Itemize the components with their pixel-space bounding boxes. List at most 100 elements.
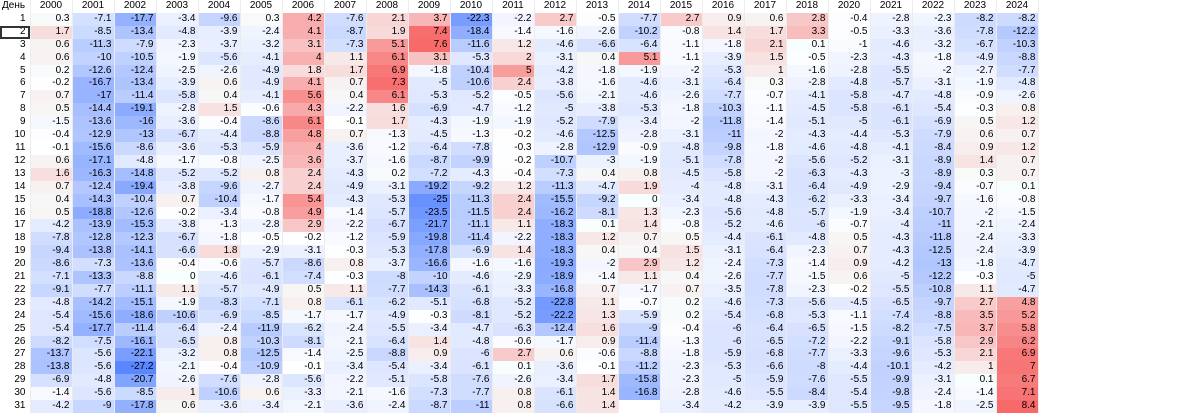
- value-cell[interactable]: -10.9: [240, 361, 283, 375]
- value-cell[interactable]: -8.4: [912, 141, 955, 155]
- value-cell[interactable]: -2.3: [156, 38, 199, 52]
- value-cell[interactable]: [618, 400, 661, 413]
- value-cell[interactable]: -1.3: [660, 335, 703, 349]
- value-cell[interactable]: -2.1: [954, 219, 997, 233]
- value-cell[interactable]: -7.8: [30, 232, 73, 246]
- value-cell[interactable]: 0.9: [576, 335, 619, 349]
- value-cell[interactable]: 2.9: [618, 258, 661, 272]
- value-cell[interactable]: -11.5: [450, 206, 493, 220]
- value-cell[interactable]: -0.1: [282, 361, 325, 375]
- value-cell[interactable]: -10.2: [618, 25, 661, 39]
- value-cell[interactable]: -3.9: [198, 25, 241, 39]
- value-cell[interactable]: -3.8: [534, 77, 577, 91]
- value-cell[interactable]: -3.1: [366, 180, 409, 194]
- value-cell[interactable]: -9.6: [198, 12, 241, 26]
- value-cell[interactable]: -6.9: [198, 309, 241, 323]
- value-cell[interactable]: -5.1: [660, 154, 703, 168]
- value-cell[interactable]: 0.7: [996, 154, 1039, 168]
- value-cell[interactable]: -4.8: [156, 25, 199, 39]
- value-cell[interactable]: -16.3: [72, 167, 115, 181]
- value-cell[interactable]: 0.5: [30, 103, 73, 117]
- value-cell[interactable]: -3.4: [534, 374, 577, 388]
- value-cell[interactable]: 0.9: [408, 348, 451, 362]
- value-cell[interactable]: -14.3: [72, 193, 115, 207]
- value-cell[interactable]: -4.2: [30, 400, 73, 413]
- value-cell[interactable]: -0.7: [618, 296, 661, 310]
- value-cell[interactable]: -5.7: [198, 283, 241, 297]
- value-cell[interactable]: -12.5: [576, 129, 619, 142]
- value-cell[interactable]: -13.7: [30, 348, 73, 362]
- value-cell[interactable]: 4.1: [282, 77, 325, 91]
- value-cell[interactable]: -4.8: [702, 193, 745, 207]
- value-cell[interactable]: -2.3: [786, 283, 829, 297]
- value-cell[interactable]: -1.2: [324, 232, 367, 246]
- value-cell[interactable]: -13.6: [114, 258, 157, 272]
- value-cell[interactable]: -7.3: [534, 167, 577, 181]
- value-cell[interactable]: -2.5: [240, 154, 283, 168]
- value-cell[interactable]: -1.7: [618, 283, 661, 297]
- value-cell[interactable]: -8.8: [114, 271, 157, 284]
- value-cell[interactable]: -0.3: [492, 141, 535, 155]
- value-cell[interactable]: -18.8: [72, 206, 115, 220]
- value-cell[interactable]: -5.2: [828, 154, 871, 168]
- value-cell[interactable]: -1.4: [744, 116, 787, 130]
- value-cell[interactable]: -5.9: [744, 374, 787, 388]
- value-cell[interactable]: -8.9: [912, 167, 955, 181]
- value-cell[interactable]: 0.4: [198, 90, 241, 104]
- value-cell[interactable]: -13.4: [114, 25, 157, 39]
- value-cell[interactable]: -1.2: [366, 141, 409, 155]
- value-cell[interactable]: -2.7: [954, 64, 997, 78]
- value-cell[interactable]: -7.7: [786, 348, 829, 362]
- value-cell[interactable]: 1: [156, 387, 199, 401]
- value-cell[interactable]: 1.1: [156, 283, 199, 297]
- value-cell[interactable]: -6.7: [156, 129, 199, 142]
- value-cell[interactable]: -6.4: [702, 77, 745, 91]
- value-cell[interactable]: 0.1: [954, 374, 997, 388]
- value-cell[interactable]: 0.7: [576, 283, 619, 297]
- year-header[interactable]: 2021: [870, 0, 913, 13]
- value-cell[interactable]: -6.5: [744, 335, 787, 349]
- value-cell[interactable]: 1.4: [576, 400, 619, 413]
- value-cell[interactable]: -3.9: [702, 51, 745, 65]
- value-cell[interactable]: -1.9: [618, 64, 661, 78]
- value-cell[interactable]: 4.8: [282, 129, 325, 142]
- day-label[interactable]: 22: [0, 283, 31, 297]
- value-cell[interactable]: -2.6: [492, 374, 535, 388]
- value-cell[interactable]: -6.5: [786, 322, 829, 336]
- value-cell[interactable]: -4.9: [240, 283, 283, 297]
- value-cell[interactable]: -17.8: [408, 245, 451, 259]
- value-cell[interactable]: -12.9: [576, 141, 619, 155]
- value-cell[interactable]: -3: [576, 154, 619, 168]
- value-cell[interactable]: -4.2: [912, 361, 955, 375]
- value-cell[interactable]: 0.7: [660, 283, 703, 297]
- value-cell[interactable]: -2.3: [786, 245, 829, 259]
- value-cell[interactable]: -7.3: [324, 38, 367, 52]
- day-label[interactable]: 19: [0, 245, 31, 259]
- value-cell[interactable]: 0.1: [786, 38, 829, 52]
- value-cell[interactable]: -10.4: [198, 193, 241, 207]
- value-cell[interactable]: -7.2: [408, 167, 451, 181]
- value-cell[interactable]: -11.4: [618, 335, 661, 349]
- value-cell[interactable]: 4: [282, 51, 325, 65]
- value-cell[interactable]: 0.4: [576, 51, 619, 65]
- value-cell[interactable]: -6.1: [744, 232, 787, 246]
- value-cell[interactable]: 7.4: [408, 25, 451, 39]
- value-cell[interactable]: -4.8: [114, 154, 157, 168]
- value-cell[interactable]: 5.1: [618, 51, 661, 65]
- value-cell[interactable]: -5.8: [408, 374, 451, 388]
- value-cell[interactable]: -1.5: [786, 271, 829, 284]
- value-cell[interactable]: 6.1: [366, 90, 409, 104]
- value-cell[interactable]: 7.1: [996, 387, 1039, 401]
- value-cell[interactable]: -5.4: [30, 322, 73, 336]
- value-cell[interactable]: -3.3: [996, 232, 1039, 246]
- value-cell[interactable]: -2.3: [828, 51, 871, 65]
- value-cell[interactable]: -5.6: [786, 296, 829, 310]
- value-cell[interactable]: -2: [744, 129, 787, 142]
- value-cell[interactable]: -1.9: [156, 51, 199, 65]
- value-cell[interactable]: -19.4: [114, 180, 157, 194]
- value-cell[interactable]: 0.5: [660, 232, 703, 246]
- value-cell[interactable]: -16.8: [534, 283, 577, 297]
- value-cell[interactable]: 5.1: [366, 38, 409, 52]
- value-cell[interactable]: -4.5: [408, 129, 451, 142]
- value-cell[interactable]: 0.8: [492, 400, 535, 413]
